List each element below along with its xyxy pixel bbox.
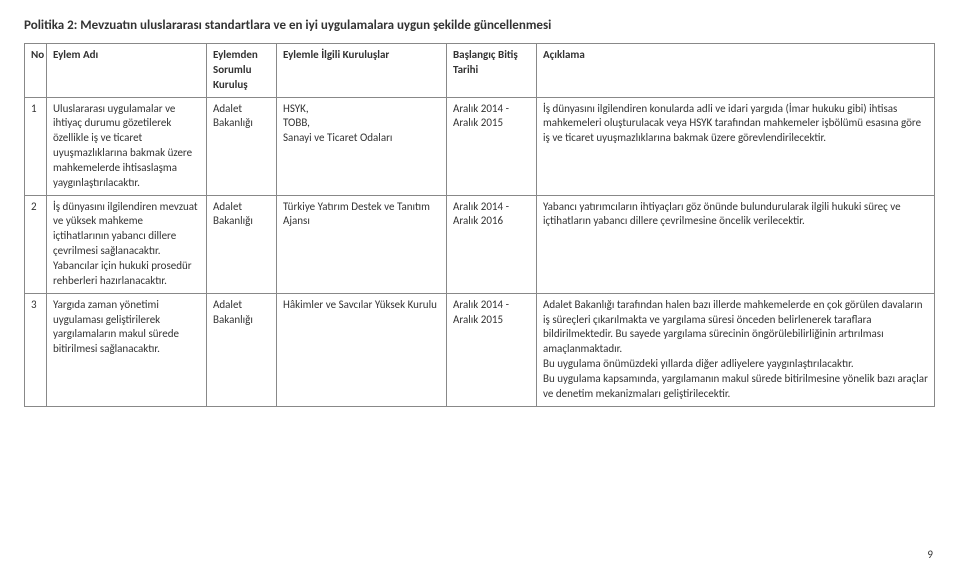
cell-description: Yabancı yatırımcıların ihtiyaçları göz ö…: [537, 195, 935, 293]
cell-related: Hâkimler ve Savcılar Yüksek Kurulu: [277, 293, 447, 406]
cell-related: HSYK,TOBB,Sanayi ve Ticaret Odaları: [277, 97, 447, 195]
page-number: 9: [927, 548, 933, 561]
cell-responsible: Adalet Bakanlığı: [207, 195, 277, 293]
policy-title: Politika 2: Mevzuatın uluslararası stand…: [24, 18, 935, 33]
cell-action-name: Uluslararası uygulamalar ve ihtiyaç duru…: [47, 97, 207, 195]
col-no: No: [25, 44, 47, 98]
cell-action-name: İş dünyasını ilgilendiren mevzuat ve yük…: [47, 195, 207, 293]
policy-table: No Eylem Adı Eylemden Sorumlu Kuruluş Ey…: [24, 43, 935, 407]
col-action-name: Eylem Adı: [47, 44, 207, 98]
col-related: Eylemle İlgili Kuruluşlar: [277, 44, 447, 98]
col-description: Açıklama: [537, 44, 935, 98]
cell-no: 1: [25, 97, 47, 195]
cell-description: İş dünyasını ilgilendiren konularda adli…: [537, 97, 935, 195]
table-row: 3 Yargıda zaman yönetimi uygulaması geli…: [25, 293, 935, 406]
cell-description: Adalet Bakanlığı tarafından halen bazı i…: [537, 293, 935, 406]
col-responsible: Eylemden Sorumlu Kuruluş: [207, 44, 277, 98]
cell-no: 3: [25, 293, 47, 406]
cell-action-name: Yargıda zaman yönetimi uygulaması gelişt…: [47, 293, 207, 406]
table-row: 1 Uluslararası uygulamalar ve ihtiyaç du…: [25, 97, 935, 195]
cell-no: 2: [25, 195, 47, 293]
col-dates: Başlangıç Bitiş Tarihi: [447, 44, 537, 98]
cell-dates: Aralık 2014 - Aralık 2016: [447, 195, 537, 293]
cell-dates: Aralık 2014 - Aralık 2015: [447, 97, 537, 195]
table-row: 2 İş dünyasını ilgilendiren mevzuat ve y…: [25, 195, 935, 293]
table-header-row: No Eylem Adı Eylemden Sorumlu Kuruluş Ey…: [25, 44, 935, 98]
cell-responsible: Adalet Bakanlığı: [207, 97, 277, 195]
cell-responsible: Adalet Bakanlığı: [207, 293, 277, 406]
cell-dates: Aralık 2014 - Aralık 2015: [447, 293, 537, 406]
cell-related: Türkiye Yatırım Destek ve Tanıtım Ajansı: [277, 195, 447, 293]
